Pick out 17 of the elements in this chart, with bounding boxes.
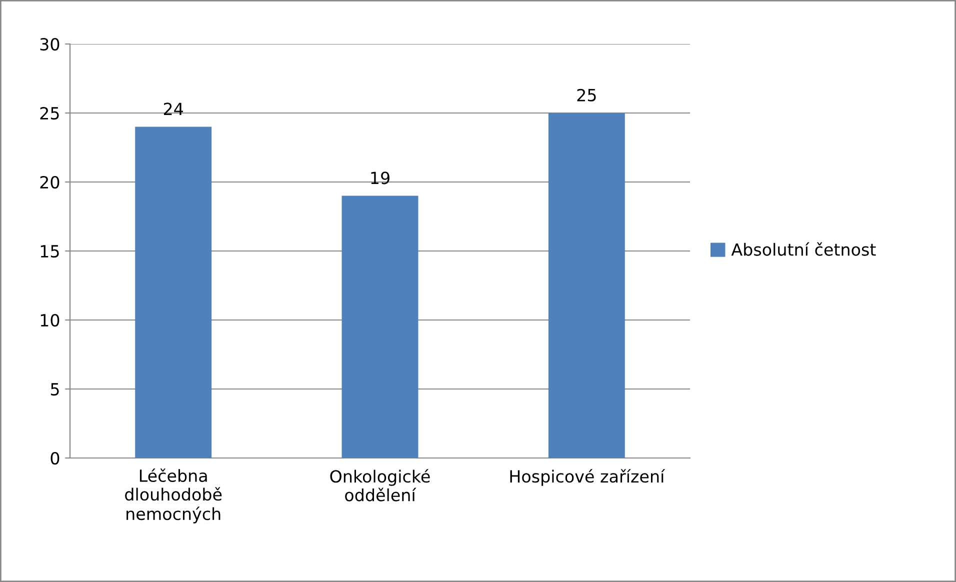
- y-tick-label: 30: [40, 38, 60, 51]
- y-tick-label: 10: [40, 314, 60, 327]
- x-tick-label: Onkologické oddělení: [330, 469, 430, 502]
- data-label: 25: [577, 88, 596, 102]
- data-label: 19: [371, 172, 390, 184]
- bar: [342, 196, 418, 458]
- data-label: 24: [164, 102, 183, 115]
- bar: [548, 113, 625, 458]
- x-tick-label: Léčebna dlouhodobě nemocných: [125, 468, 222, 524]
- x-tick-label: Hospicové zařízení: [510, 469, 666, 486]
- y-tick-label: 0: [50, 452, 60, 465]
- legend-label: Absolutní četnost: [731, 242, 876, 256]
- y-tick-label: 25: [40, 106, 59, 120]
- y-tick-label: 5: [50, 383, 59, 396]
- bar: [135, 126, 212, 458]
- y-tick-label: 15: [40, 245, 59, 258]
- y-tick-label: 20: [40, 176, 60, 189]
